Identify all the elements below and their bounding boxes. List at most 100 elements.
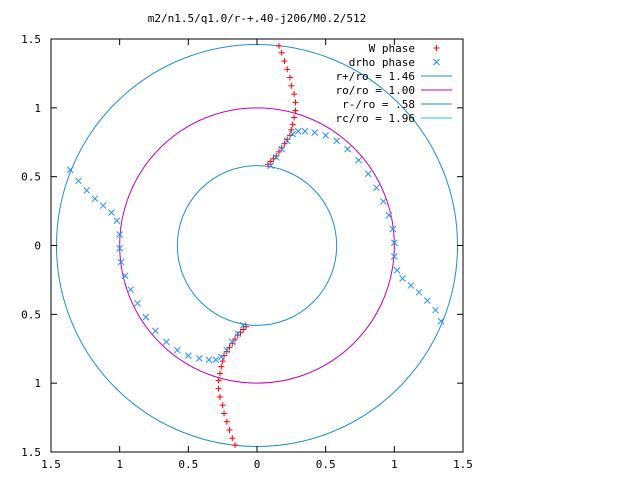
cross-b [134, 299, 141, 307]
x-tick-label: 0 [254, 458, 261, 471]
cross-b [91, 195, 99, 203]
y-tick-label: 1 [34, 102, 41, 115]
drho-phase-point [301, 127, 309, 135]
cross-b [239, 321, 247, 329]
cross-b [113, 217, 121, 225]
w-phase-point [215, 377, 222, 384]
w-phase-point [286, 74, 293, 81]
cross-b [121, 272, 129, 280]
cross-b [389, 225, 397, 233]
cross-b [437, 317, 445, 325]
drho-phase-point [173, 346, 181, 354]
cross-b [393, 266, 401, 274]
legend-sample-cross [433, 58, 440, 66]
w-phase-point [216, 370, 223, 377]
radius-circle-2 [176, 165, 338, 326]
y-tick-label: 1.5 [21, 33, 41, 46]
phase-markers [66, 42, 445, 449]
drho-phase-point [385, 211, 393, 219]
w-phase-point [223, 418, 230, 425]
drho-phase-point [228, 338, 236, 346]
w-phase-point [291, 91, 298, 98]
drho-phase-point [239, 321, 247, 329]
legend-label: r-/ro = .58 [342, 98, 415, 111]
cross-b [212, 356, 220, 364]
w-phase-point [229, 435, 236, 442]
drho-phase-point [117, 258, 125, 266]
drho-phase-point [205, 356, 213, 364]
drho-phase-point [311, 129, 319, 136]
drho-phase-point [113, 217, 121, 225]
y-tick-label: 1.5 [21, 446, 41, 459]
cross-b [283, 137, 291, 145]
cross-b [217, 353, 225, 361]
drho-phase-point [390, 239, 398, 247]
w-phase-point [240, 326, 247, 333]
w-phase-point [273, 153, 280, 160]
cross-b [415, 288, 423, 296]
cross-b [267, 162, 275, 170]
drho-phase-point [322, 132, 330, 139]
cross-b [116, 231, 124, 238]
w-phase-point [223, 348, 230, 355]
legend-label: r+/ro = 1.46 [336, 70, 415, 83]
cross-b [333, 137, 341, 145]
cross-b [127, 286, 135, 293]
legend-label: rc/ro = 1.96 [336, 112, 415, 125]
cross-b [163, 338, 170, 346]
drho-phase-point [75, 177, 82, 185]
drho-phase-point [289, 130, 297, 138]
drho-phase-point [163, 338, 170, 346]
w-phase-point [215, 385, 222, 392]
w-phase-point [216, 393, 223, 400]
drho-phase-point [399, 275, 406, 282]
drho-phase-point [267, 162, 275, 170]
drho-phase-point [390, 253, 398, 260]
drho-phase-point [116, 231, 124, 238]
cross-b [223, 346, 231, 354]
w-phase-point [232, 442, 239, 449]
cross-b [355, 156, 362, 164]
drho-phase-point [127, 286, 135, 293]
drho-phase-point [379, 198, 387, 205]
cross-b [364, 170, 372, 178]
cross-b [390, 253, 398, 260]
w-phase-point [218, 363, 225, 370]
w-phase-point [288, 82, 295, 89]
drho-phase-point [83, 187, 91, 194]
w-phase-point [278, 144, 285, 151]
x-tick-label: 0.5 [316, 458, 336, 471]
w-phase-point [284, 136, 291, 143]
drho-phase-point [134, 299, 141, 307]
w-phase-point [267, 158, 274, 165]
drho-phase-point [278, 145, 286, 153]
cross-b [99, 202, 107, 209]
cross-b [272, 154, 280, 161]
cross-b [116, 244, 124, 252]
w-phase-point [284, 66, 291, 73]
cross-b [234, 330, 242, 337]
x-tick-label: 0.5 [178, 458, 198, 471]
drho-phase-point [212, 356, 220, 364]
cross-b [385, 211, 393, 219]
drho-phase-point [66, 166, 74, 174]
drho-phase-point [142, 313, 150, 321]
cross-b [278, 145, 286, 153]
cross-b [379, 198, 387, 205]
w-phase-point [281, 58, 288, 65]
drho-phase-point [121, 272, 129, 280]
w-phase-point [292, 107, 299, 114]
drho-phase-point [432, 306, 439, 314]
drho-phase-point [99, 202, 107, 209]
cross-b [195, 355, 203, 362]
cross-b [228, 338, 236, 346]
radius-circle-1 [119, 107, 395, 384]
cross-b [117, 258, 125, 266]
drho-phase-point [116, 244, 124, 252]
cross-b [142, 313, 150, 321]
w-phase-point [288, 126, 295, 133]
cross-b [311, 129, 319, 136]
drho-phase-point [294, 127, 302, 135]
